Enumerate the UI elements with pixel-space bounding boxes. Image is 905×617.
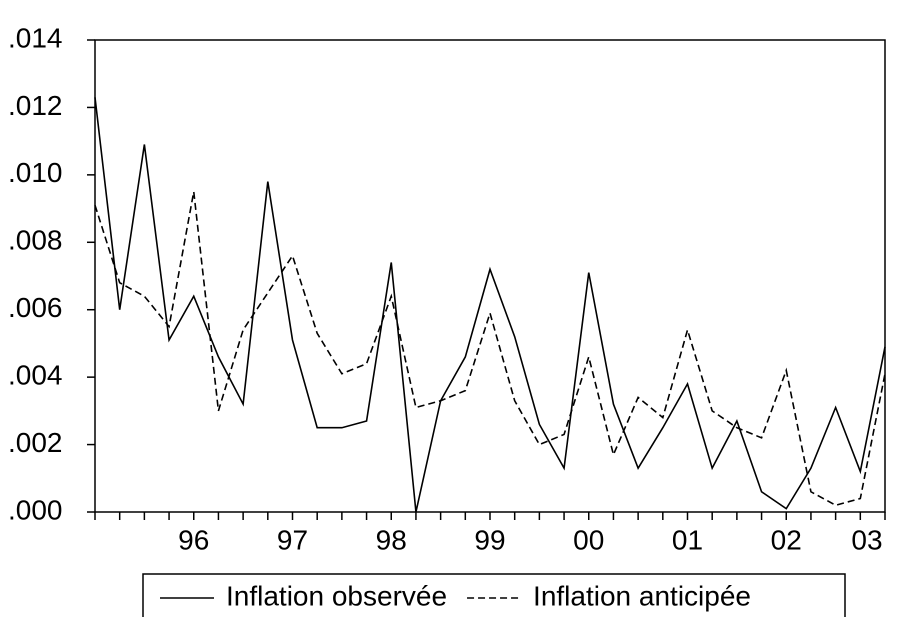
y-tick-label: .004 xyxy=(8,360,63,391)
y-tick-label: .008 xyxy=(8,225,63,256)
y-tick-label: .010 xyxy=(8,157,63,188)
plot-frame xyxy=(94,39,886,513)
x-tick-label: 01 xyxy=(672,524,703,555)
y-tick-label: .012 xyxy=(8,90,63,121)
x-tick-label: 00 xyxy=(573,524,604,555)
series-line xyxy=(94,97,886,513)
x-tick-label: 02 xyxy=(771,524,802,555)
y-tick-label: .006 xyxy=(8,292,63,323)
x-tick-label: 97 xyxy=(277,524,308,555)
x-tick-label: 99 xyxy=(474,524,505,555)
legend-label: Inflation observée xyxy=(226,580,447,611)
y-tick-label: .002 xyxy=(8,427,63,458)
x-tick-label: 96 xyxy=(178,524,209,555)
series-line xyxy=(94,191,886,507)
y-tick-label: .014 xyxy=(8,22,63,53)
y-tick-label: .000 xyxy=(8,494,63,525)
x-tick-label: 03 xyxy=(851,524,882,555)
legend-box xyxy=(142,573,846,617)
legend-label: Inflation anticipée xyxy=(533,580,751,611)
x-tick-label: 98 xyxy=(376,524,407,555)
